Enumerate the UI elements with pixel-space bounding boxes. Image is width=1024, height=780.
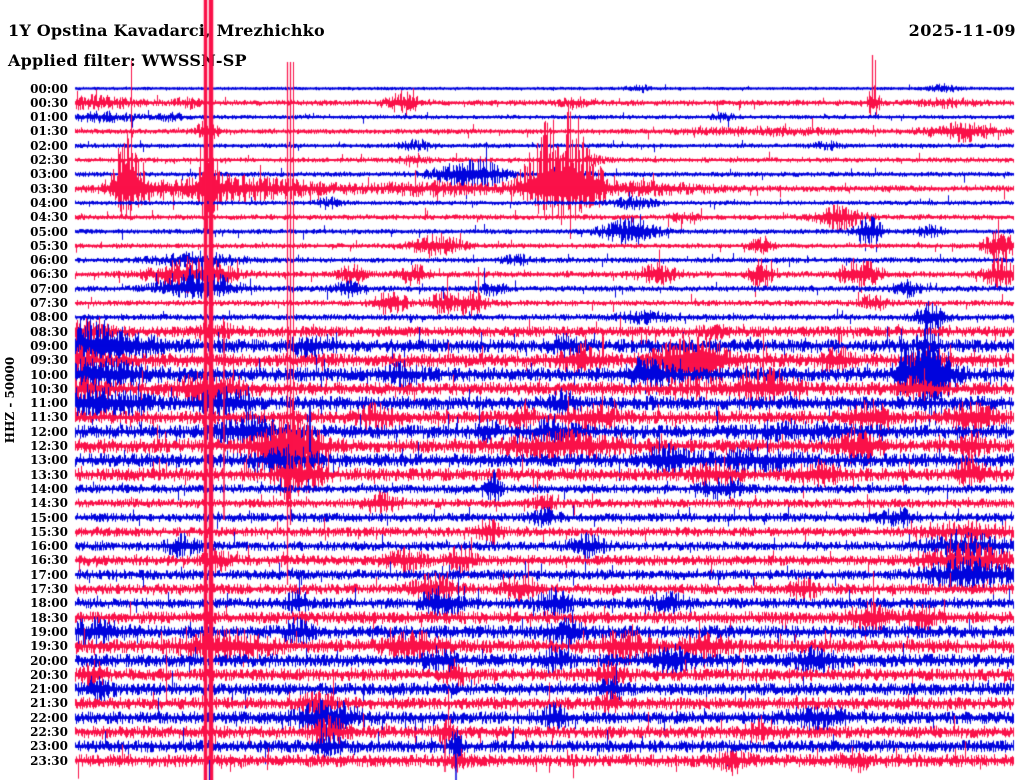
helicorder-page: 1Y Opstina Kavadarci, Mrezhichko Applied…: [0, 0, 1024, 780]
seismogram-canvas: [0, 0, 1024, 780]
